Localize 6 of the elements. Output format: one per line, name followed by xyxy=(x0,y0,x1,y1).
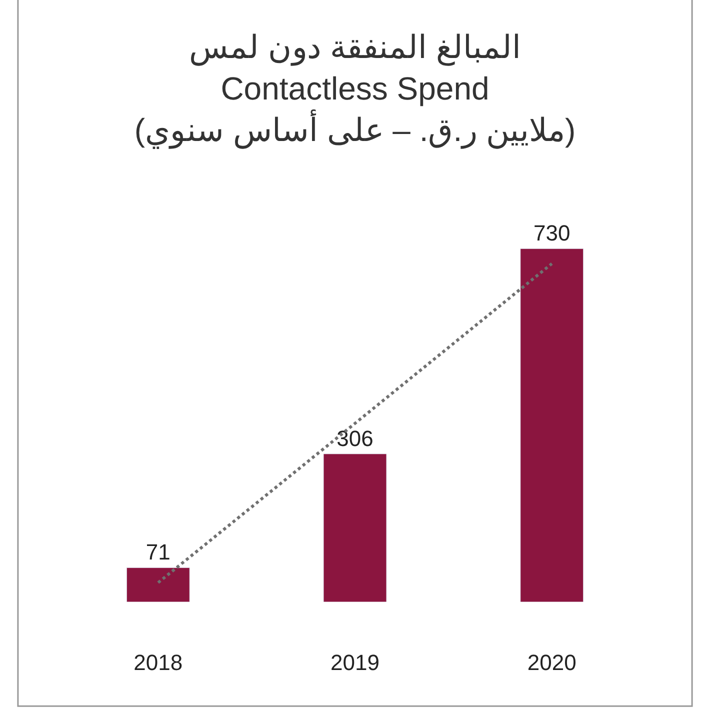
x-tick-label: 2020 xyxy=(527,650,576,675)
x-tick-label: 2019 xyxy=(330,650,380,675)
data-label: 306 xyxy=(336,426,374,451)
data-label: 730 xyxy=(534,220,570,246)
x-tick-label: 2018 xyxy=(134,650,183,675)
data-label: 71 xyxy=(146,540,170,565)
